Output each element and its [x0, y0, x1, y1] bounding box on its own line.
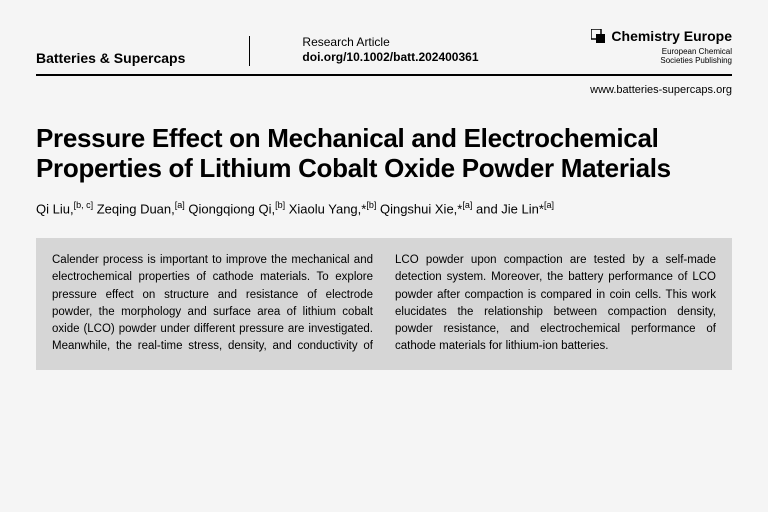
article-doi: doi.org/10.1002/batt.202400361 [302, 50, 478, 66]
journal-url: www.batteries-supercaps.org [36, 84, 732, 96]
publisher-name: Chemistry Europe [611, 28, 732, 45]
paper-title: Pressure Effect on Mechanical and Electr… [36, 124, 732, 184]
publisher-block: Chemistry Europe European Chemical Socie… [591, 28, 732, 66]
publisher-subtitle-1: European Chemical [591, 47, 732, 57]
author-list: Qi Liu,[b, c] Zeqing Duan,[a] Qiongqiong… [36, 200, 732, 216]
chemistry-europe-logo-icon [591, 29, 605, 43]
publisher-name-row: Chemistry Europe [591, 28, 732, 45]
abstract-box: Calender process is important to improve… [36, 238, 732, 370]
vertical-divider [249, 36, 250, 66]
publisher-subtitle-2: Societies Publishing [591, 56, 732, 66]
article-type: Research Article [302, 35, 478, 51]
article-meta: Research Article doi.org/10.1002/batt.20… [302, 35, 478, 66]
journal-name: Batteries & Supercaps [36, 50, 185, 66]
paper-header: Batteries & Supercaps Research Article d… [36, 28, 732, 76]
